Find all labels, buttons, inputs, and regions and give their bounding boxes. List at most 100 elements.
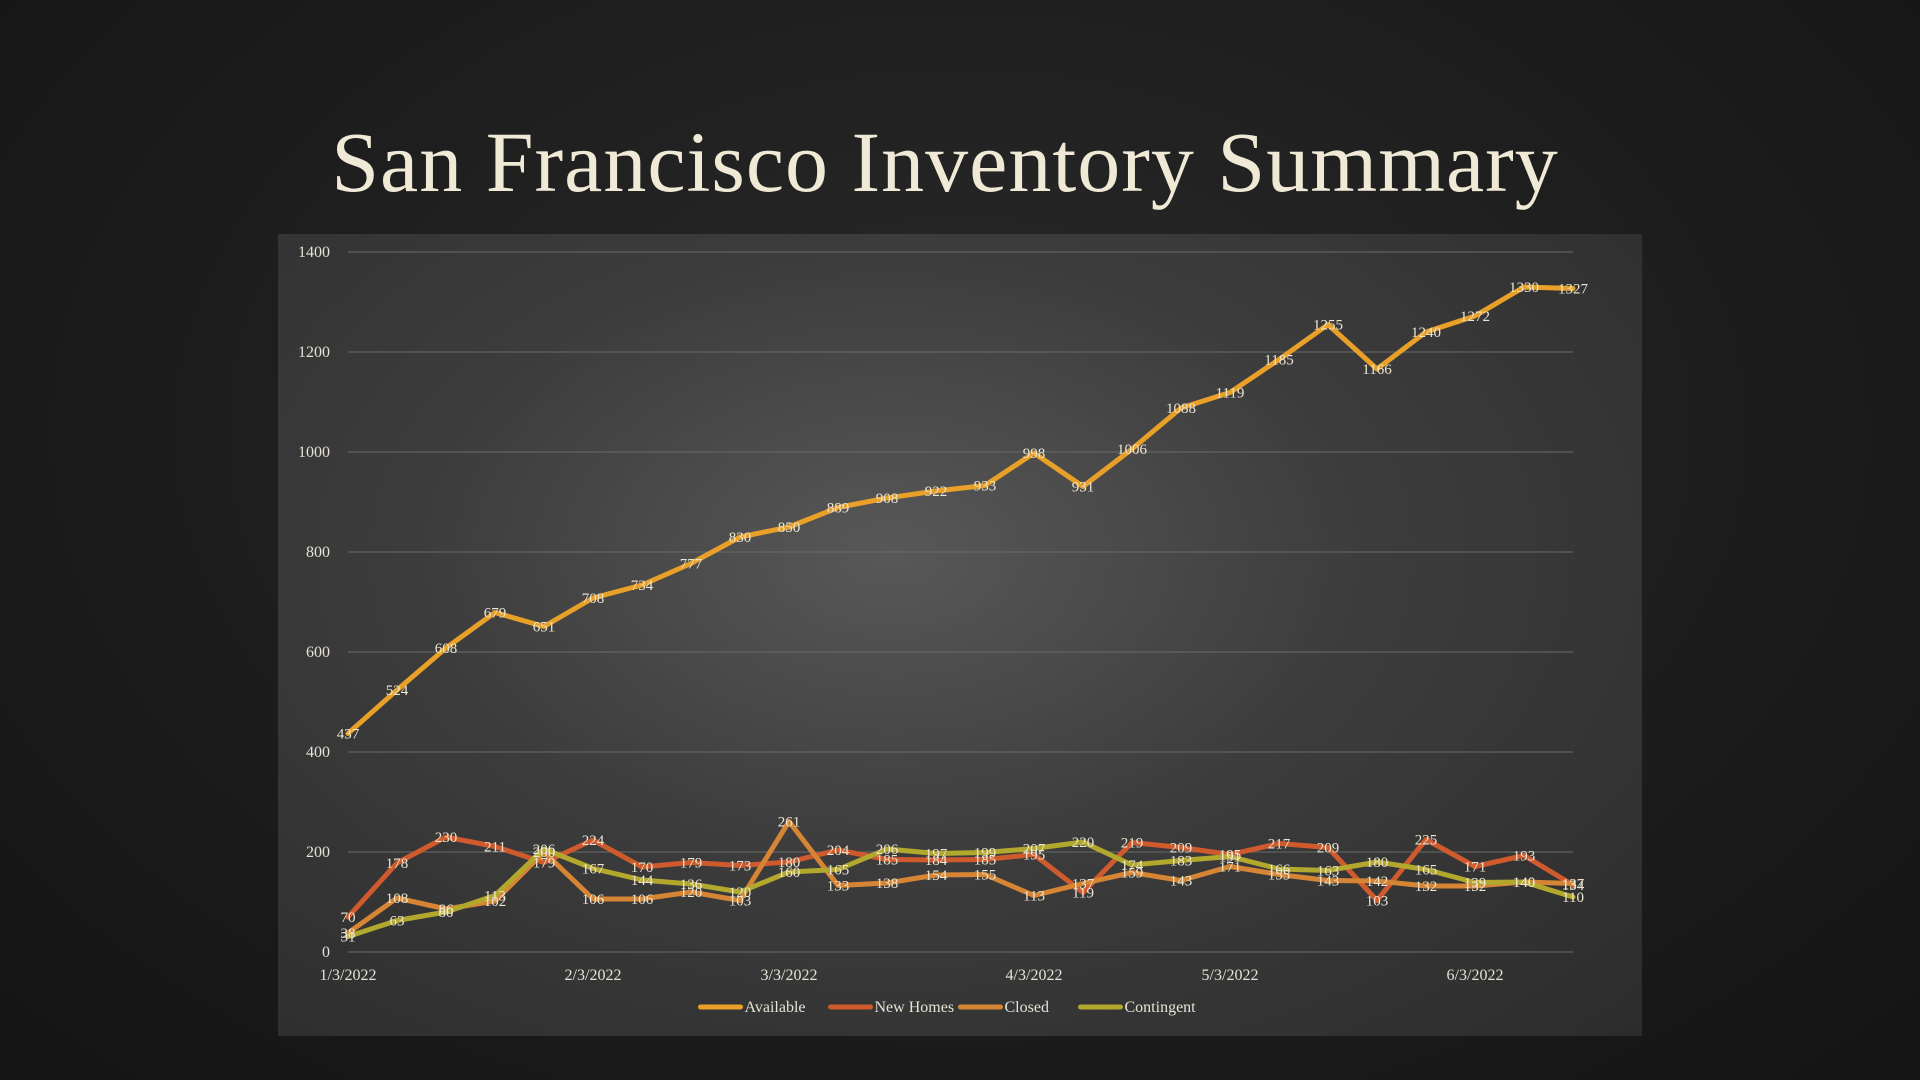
data-label: 197 (925, 847, 948, 863)
data-label: 38 (341, 926, 356, 942)
x-tick-label: 4/3/2022 (1006, 967, 1063, 984)
data-label: 206 (876, 842, 899, 858)
chart-panel (278, 234, 1642, 1036)
data-label: 155 (974, 868, 997, 884)
data-label: 108 (386, 891, 409, 907)
data-label: 154 (925, 868, 948, 884)
data-label: 199 (974, 846, 997, 862)
data-label: 137 (1072, 877, 1095, 893)
data-label: 159 (1121, 866, 1144, 882)
data-label: 708 (582, 591, 605, 607)
data-label: 185 (974, 853, 997, 869)
data-label: 931 (1072, 480, 1095, 496)
data-label: 889 (827, 501, 850, 517)
data-label: 195 (1023, 848, 1046, 864)
data-label: 106 (582, 892, 605, 908)
data-label: 165 (1415, 863, 1438, 879)
data-label: 103 (729, 894, 752, 910)
y-tick-label: 400 (306, 744, 330, 761)
data-label: 185 (876, 853, 899, 869)
data-label: 524 (386, 683, 409, 699)
data-label: 173 (729, 859, 752, 875)
data-label: 132 (1464, 879, 1487, 895)
data-label: 144 (631, 873, 654, 889)
data-label: 133 (827, 879, 850, 895)
data-label: 160 (778, 865, 801, 881)
data-label: 1185 (1264, 353, 1293, 369)
x-tick-label: 6/3/2022 (1447, 967, 1504, 984)
data-label: 651 (533, 620, 556, 636)
data-label: 140 (1513, 875, 1536, 891)
y-tick-label: 1400 (298, 244, 330, 261)
data-label: 155 (1268, 868, 1291, 884)
data-label: 178 (386, 856, 409, 872)
x-tick-label: 1/3/2022 (320, 967, 377, 984)
data-label: 1330 (1509, 280, 1539, 296)
series-line-available (345, 284, 1576, 736)
series-line-contingent (345, 839, 1576, 939)
data-label: 217 (1268, 837, 1291, 853)
data-label: 437 (337, 727, 360, 743)
data-label: 102 (484, 894, 507, 910)
data-label: 191 (1219, 850, 1242, 866)
data-label: 134 (1562, 878, 1585, 894)
data-label: 132 (1415, 879, 1438, 895)
x-tick-label: 5/3/2022 (1202, 967, 1259, 984)
data-label: 220 (1072, 835, 1095, 851)
data-label: 1240 (1411, 325, 1441, 341)
data-label: 777 (680, 557, 703, 573)
data-label: 143 (1170, 874, 1193, 890)
data-label: 206 (533, 842, 556, 858)
data-label: 142 (1366, 874, 1389, 890)
legend-label: New Homes (875, 999, 955, 1016)
data-label: 167 (582, 862, 605, 878)
data-label: 120 (680, 885, 703, 901)
data-label: 180 (778, 855, 801, 871)
data-label: 179 (533, 856, 556, 872)
series-line-closed (345, 819, 1576, 936)
data-label: 224 (582, 833, 605, 849)
data-label: 200 (533, 845, 556, 861)
data-label: 734 (631, 578, 654, 594)
page-title: San Francisco Inventory Summary (331, 114, 1559, 210)
data-label: 174 (1121, 858, 1144, 874)
data-label: 113 (1023, 889, 1045, 905)
data-label: 136 (680, 877, 703, 893)
data-label: 1255 (1313, 318, 1343, 334)
y-tick-label: 0 (322, 944, 330, 961)
data-label: 608 (435, 641, 458, 657)
data-label: 679 (484, 606, 507, 622)
data-label: 211 (484, 840, 506, 856)
data-label: 166 (1268, 862, 1291, 878)
legend-label: Available (745, 999, 806, 1016)
data-label: 1088 (1166, 401, 1196, 417)
x-tick-label: 2/3/2022 (565, 967, 622, 984)
legend-label: Contingent (1125, 999, 1197, 1016)
data-label: 171 (1464, 860, 1487, 876)
data-label: 195 (1219, 848, 1242, 864)
data-label: 209 (1317, 841, 1340, 857)
data-label: 170 (631, 860, 654, 876)
data-label: 1272 (1460, 309, 1490, 325)
y-tick-label: 800 (306, 544, 330, 561)
data-label: 219 (1121, 836, 1144, 852)
data-label: 225 (1415, 833, 1438, 849)
data-label: 119 (1072, 886, 1094, 902)
data-label: 86 (439, 902, 455, 918)
data-label: 180 (1366, 855, 1389, 871)
data-label: 1166 (1362, 362, 1392, 378)
data-label: 171 (1219, 860, 1242, 876)
data-label: 140 (1513, 875, 1536, 891)
legend-label: Closed (1005, 999, 1049, 1016)
data-label: 113 (484, 889, 506, 905)
data-label: 138 (876, 876, 899, 892)
data-label: 106 (631, 892, 654, 908)
data-label: 165 (827, 863, 850, 879)
data-label: 179 (680, 856, 703, 872)
data-label: 850 (778, 520, 801, 536)
data-label: 230 (435, 830, 458, 846)
data-label: 110 (1562, 890, 1584, 906)
data-label: 70 (341, 910, 356, 926)
data-label: 103 (1366, 894, 1389, 910)
data-label: 193 (1513, 849, 1536, 865)
